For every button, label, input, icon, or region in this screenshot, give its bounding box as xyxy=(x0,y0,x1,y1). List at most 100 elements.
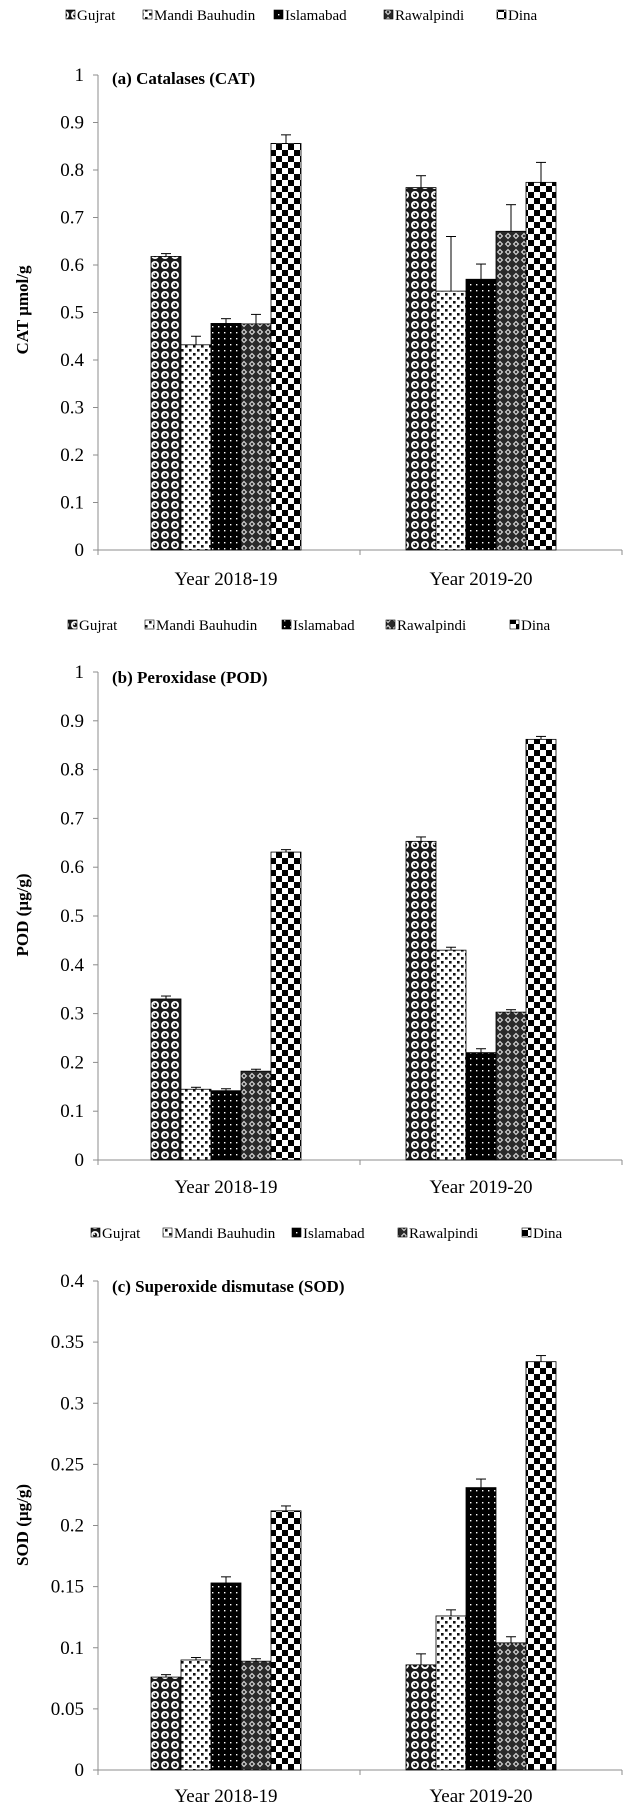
bar-circles xyxy=(405,187,437,551)
chart-title: (c) Superoxide dismutase (SOD) xyxy=(112,1277,345,1296)
legend-label: Dina xyxy=(533,1226,563,1242)
y-tick-label: 0.6 xyxy=(60,857,84,878)
bar-diamonds xyxy=(240,323,272,551)
legend-swatch xyxy=(291,1227,302,1238)
y-tick-label: 0 xyxy=(75,540,85,561)
bar-circles xyxy=(150,998,182,1161)
y-tick-label: 0.1 xyxy=(60,1638,84,1659)
bar-dots xyxy=(435,949,467,1161)
y-axis-label: CAT µmol/g xyxy=(13,265,32,354)
y-tick-label: 0.9 xyxy=(60,113,84,134)
y-axis-label: SOD (µg/g) xyxy=(13,1484,32,1566)
y-tick-label: 0.8 xyxy=(60,160,84,181)
y-tick-label: 0.1 xyxy=(60,493,84,514)
y-tick-label: 1 xyxy=(75,65,85,86)
y-tick-label: 0 xyxy=(75,1150,85,1171)
y-tick-label: 0.4 xyxy=(60,350,84,371)
y-tick-label: 0.35 xyxy=(51,1332,84,1353)
y-tick-label: 0.1 xyxy=(60,1101,84,1122)
legend: Gujrat Mandi Bauhudin Islamabad Rawalpindi D… xyxy=(90,1226,563,1242)
legend-swatch xyxy=(385,619,396,630)
legend-label: Gujrat xyxy=(77,8,116,24)
y-tick-label: 0.3 xyxy=(60,1004,84,1025)
y-axis-label: POD (µg/g) xyxy=(13,874,32,957)
bar-dots xyxy=(180,1659,212,1771)
legend-swatch xyxy=(90,1227,101,1238)
y-tick-label: 0.2 xyxy=(60,1516,84,1537)
legend-label: Rawalpindi xyxy=(397,618,466,634)
chart-title: (b) Peroxidase (POD) xyxy=(112,668,268,687)
legend-label: Mandi Bauhudin xyxy=(156,618,258,634)
bar-checker xyxy=(525,738,557,1161)
x-tick-label: Year 2018-19 xyxy=(174,1786,277,1805)
legend-label: Islamabad xyxy=(285,8,347,24)
bar-diamonds xyxy=(495,1642,527,1771)
chart-panel-1: Gujrat Mandi Bauhudin Islamabad Rawalpindi D… xyxy=(13,8,623,590)
y-tick-label: 0.9 xyxy=(60,711,84,732)
bar-dots xyxy=(435,290,467,551)
y-tick-label: 0 xyxy=(75,1760,85,1781)
bar-circles xyxy=(405,840,437,1161)
y-tick-label: 0.7 xyxy=(60,808,84,829)
legend-label: Islamabad xyxy=(293,618,355,634)
chart-panel-2: Gujrat Mandi Bauhudin Islamabad Rawalpindi D… xyxy=(13,618,623,1198)
y-tick-label: 0.3 xyxy=(60,1393,84,1414)
y-tick-label: 0.7 xyxy=(60,208,84,229)
legend-swatch xyxy=(142,9,153,20)
x-tick-label: Year 2019-20 xyxy=(429,569,532,590)
bar-dark-dots xyxy=(465,1487,497,1771)
y-tick-label: 0.05 xyxy=(51,1699,84,1720)
legend-swatch xyxy=(273,9,284,20)
y-tick-label: 0.25 xyxy=(51,1454,84,1475)
y-tick-label: 0.5 xyxy=(60,303,84,324)
legend-swatch xyxy=(144,619,155,630)
y-tick-label: 0.15 xyxy=(51,1577,84,1598)
bar-diamonds xyxy=(240,1660,272,1771)
legend-label: Mandi Bauhudin xyxy=(154,8,256,24)
legend-label: Rawalpindi xyxy=(395,8,464,24)
bar-dark-dots xyxy=(210,1090,242,1161)
y-tick-label: 0.2 xyxy=(60,445,84,466)
legend-label: Islamabad xyxy=(303,1226,365,1242)
legend: Gujrat Mandi Bauhudin Islamabad Rawalpindi D… xyxy=(67,618,551,634)
bar-dark-dots xyxy=(210,323,242,551)
y-tick-label: 0.3 xyxy=(60,398,84,419)
bar-circles xyxy=(150,256,182,551)
x-tick-label: Year 2018-19 xyxy=(174,569,277,590)
y-tick-label: 0.4 xyxy=(60,1271,84,1292)
legend-swatch xyxy=(496,9,507,20)
bar-circles xyxy=(405,1664,437,1771)
bar-checker xyxy=(270,142,302,551)
bar-dots xyxy=(435,1615,467,1771)
bar-checker xyxy=(270,851,302,1161)
bar-dark-dots xyxy=(465,278,497,551)
legend-swatch xyxy=(65,9,76,20)
x-tick-label: Year 2019-20 xyxy=(429,1786,532,1805)
y-tick-label: 0.2 xyxy=(60,1052,84,1073)
bar-dark-dots xyxy=(465,1052,497,1161)
legend-label: Gujrat xyxy=(79,618,118,634)
bar-checker xyxy=(270,1510,302,1771)
legend-swatch xyxy=(281,619,292,630)
legend-swatch xyxy=(162,1227,173,1238)
bar-dots xyxy=(180,344,212,551)
y-tick-label: 1 xyxy=(75,662,85,683)
y-tick-label: 0.5 xyxy=(60,906,84,927)
bar-diamonds xyxy=(495,1011,527,1161)
legend-label: Rawalpindi xyxy=(409,1226,478,1242)
legend-swatch xyxy=(397,1227,408,1238)
bar-diamonds xyxy=(240,1070,272,1161)
chart-title: (a) Catalases (CAT) xyxy=(112,69,255,88)
bar-circles xyxy=(150,1676,182,1771)
y-tick-label: 0.4 xyxy=(60,955,84,976)
y-tick-label: 0.6 xyxy=(60,255,84,276)
bar-checker xyxy=(525,181,557,551)
bar-dots xyxy=(180,1088,212,1161)
legend-label: Dina xyxy=(508,8,538,24)
legend-swatch xyxy=(509,619,520,630)
legend-swatch xyxy=(67,619,78,630)
y-tick-label: 0.8 xyxy=(60,760,84,781)
x-tick-label: Year 2019-20 xyxy=(429,1177,532,1198)
legend-label: Gujrat xyxy=(102,1226,141,1242)
